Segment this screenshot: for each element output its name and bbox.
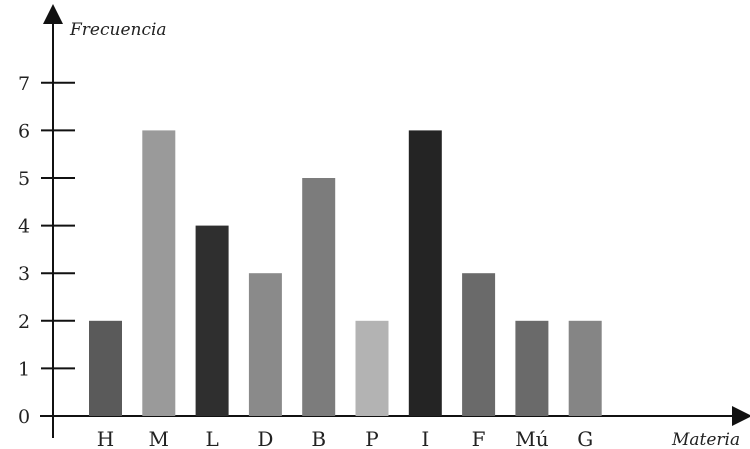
bar-Mú <box>515 321 548 416</box>
y-tick-label: 5 <box>18 168 30 190</box>
y-tick-label: 0 <box>18 406 30 428</box>
category-label: G <box>577 427 593 449</box>
bar-D <box>249 273 282 416</box>
category-label: F <box>472 427 486 449</box>
category-label: D <box>257 427 273 449</box>
category-label: P <box>365 427 378 449</box>
y-tick-label: 1 <box>18 358 30 380</box>
bar-B <box>302 178 335 416</box>
category-label: H <box>97 427 114 449</box>
category-label: B <box>311 427 326 449</box>
y-tick-label: 4 <box>18 216 30 238</box>
category-label: I <box>421 427 429 449</box>
bars <box>89 130 602 416</box>
bar-I <box>409 130 442 416</box>
category-label: L <box>205 427 218 449</box>
x-axis-title: Materia <box>671 430 740 449</box>
y-axis-title: Frecuencia <box>69 20 167 40</box>
category-label: Mú <box>515 427 548 449</box>
category-labels: H M L D B P I F Mú G <box>97 427 593 449</box>
bar-F <box>462 273 495 416</box>
y-ticks: 0 1 2 3 4 5 6 7 <box>18 73 75 428</box>
y-tick-label: 7 <box>18 73 30 95</box>
bar-G <box>569 321 602 416</box>
bar-P <box>356 321 389 416</box>
bar-L <box>196 226 229 416</box>
category-label: M <box>149 427 169 449</box>
y-tick-label: 3 <box>18 263 30 285</box>
y-tick-label: 6 <box>18 120 30 142</box>
bar-M <box>142 130 175 416</box>
bar-H <box>89 321 122 416</box>
y-tick-label: 2 <box>18 311 30 333</box>
